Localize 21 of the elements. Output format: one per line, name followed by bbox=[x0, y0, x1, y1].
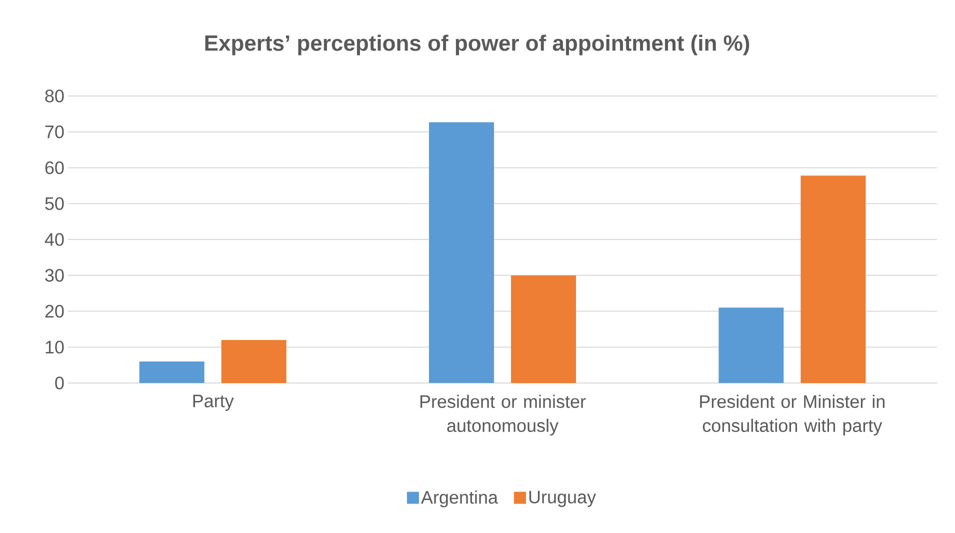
y-tick-label: 0 bbox=[55, 376, 64, 390]
legend-label: Uruguay bbox=[529, 490, 596, 507]
bar bbox=[800, 176, 866, 383]
chart-title: Experts’ perceptions of power of appointment (in %) bbox=[205, 34, 750, 56]
y-tick-label: 10 bbox=[46, 340, 64, 354]
bar bbox=[139, 361, 204, 383]
x-tick-label: President or Minister in consultation with party bbox=[700, 394, 884, 436]
y-tick-label: 20 bbox=[45, 304, 64, 318]
legend-label: Argentina bbox=[420, 490, 498, 508]
bar bbox=[718, 308, 784, 383]
y-tick-label: 50 bbox=[45, 197, 64, 210]
bar bbox=[429, 122, 494, 383]
y-tick-label: 60 bbox=[45, 161, 64, 174]
y-tick-label: 80 bbox=[45, 90, 64, 102]
x-tick-label: President or minister autonomously bbox=[420, 394, 586, 436]
y-tick-label: 30 bbox=[45, 269, 64, 282]
bar bbox=[221, 340, 286, 383]
y-tick-label: 40 bbox=[44, 233, 64, 246]
bar bbox=[511, 275, 576, 383]
x-tick-label: Party bbox=[193, 394, 234, 411]
y-tick-label: 70 bbox=[45, 126, 64, 138]
